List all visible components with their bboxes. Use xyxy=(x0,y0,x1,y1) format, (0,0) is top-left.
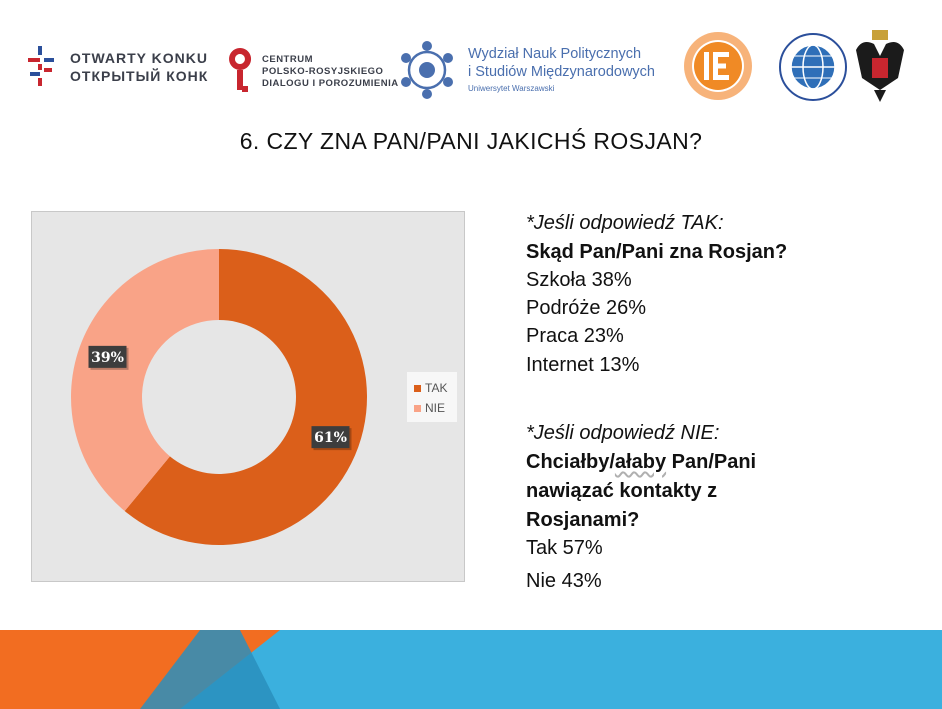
network-icon xyxy=(401,41,453,99)
donut-slice-nie xyxy=(71,249,220,512)
data-label-box xyxy=(88,345,127,368)
wnp-logo: Wydział Nauk Politycznych i Studiów Międ… xyxy=(398,38,678,102)
yes-item-4: Internet 13% xyxy=(526,354,640,376)
yes-item-3: Praca 23% xyxy=(526,325,624,347)
centrum-logo: CENTRUM POLSKO-ROSYJSKIEGO DIALOGU I POR… xyxy=(224,46,398,98)
centrum-line-1: CENTRUM xyxy=(262,54,313,65)
cross-icon xyxy=(28,46,54,86)
no-question-pre: Chciałby/ xyxy=(526,451,615,473)
data-label-text: 61% xyxy=(314,430,347,446)
no-question-line-1: Chciałby/ałaby Pan/Pani xyxy=(526,451,756,474)
yes-question: Skąd Pan/Pani zna Rosjan? xyxy=(526,241,788,263)
data-label-tak: 61% xyxy=(311,426,352,451)
data-label-text: 39% xyxy=(91,350,124,366)
donut-slice-tak xyxy=(124,249,368,545)
centrum-mark-icon xyxy=(229,48,252,92)
double-headed-eagle-emblem xyxy=(856,30,904,102)
wnp-line-3: Uniwersytet Warszawski xyxy=(468,84,555,93)
chart-legend: TAK NIE xyxy=(407,372,457,422)
donut-chart: 61% 39% TAK NIE xyxy=(31,211,465,582)
no-item-1: Tak 57% xyxy=(526,537,603,559)
yes-heading: *Jeśli odpowiedź TAK: xyxy=(526,212,724,234)
otwarty-konkurs-logo: OTWARTY KONKURS ОТКРЫТЫЙ КОНКУРС xyxy=(26,44,208,94)
legend-swatch-tak xyxy=(414,384,421,392)
legend-label-tak: TAK xyxy=(425,381,448,395)
data-label-box xyxy=(311,426,350,449)
legend-swatch-nie xyxy=(414,404,421,412)
spbgu-faculty-logo xyxy=(779,33,847,101)
slide-title: 6. CZY ZNA PAN/PANI JAKICHŚ ROSJAN? xyxy=(239,128,703,154)
legend-item-nie: NIE xyxy=(414,401,445,415)
no-question-line-3: Rosjanami? xyxy=(526,509,640,531)
ie-institute-logo xyxy=(684,32,752,100)
no-item-2: Nie 43% xyxy=(526,570,602,592)
no-question-line-2: nawiązać kontakty z xyxy=(526,480,718,502)
no-question-squiggle: ałaby xyxy=(614,451,667,473)
otwarty-line-2: ОТКРЫТЫЙ КОНКУРС xyxy=(70,68,208,84)
wnp-line-2: i Studiów Międzynarodowych xyxy=(468,64,655,80)
no-question-post: Pan/Pani xyxy=(666,451,757,473)
centrum-line-2: POLSKO-ROSYJSKIEGO xyxy=(262,66,384,77)
otwarty-line-1: OTWARTY KONKURS xyxy=(70,50,208,66)
data-label-nie: 39% xyxy=(88,345,129,370)
yes-item-2: Podróże 26% xyxy=(526,297,647,319)
yes-item-1: Szkoła 38% xyxy=(526,269,632,291)
wnp-line-1: Wydział Nauk Politycznych xyxy=(468,46,642,62)
donut-chart-svg: 61% 39% xyxy=(71,249,368,545)
logo-strip: OTWARTY KONKURS ОТКРЫТЫЙ КОНКУРС CENTRUM… xyxy=(0,10,942,110)
legend-item-tak: TAK xyxy=(414,381,447,395)
no-heading: *Jeśli odpowiedź NIE: xyxy=(526,422,720,444)
footer-band xyxy=(0,630,942,709)
legend-label-nie: NIE xyxy=(425,401,446,415)
centrum-line-3: DIALOGU I POROZUMIENIA xyxy=(262,78,399,89)
